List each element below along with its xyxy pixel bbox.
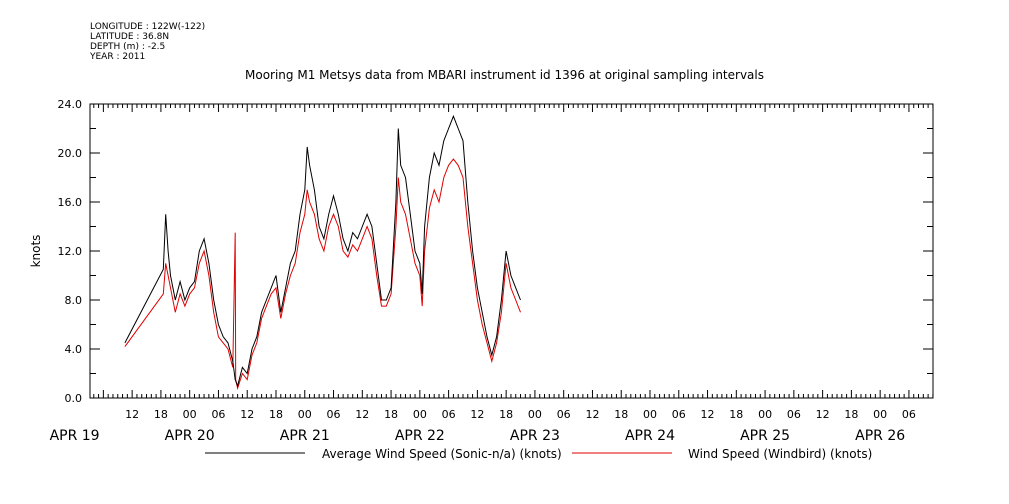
x-hour-label: 18 xyxy=(844,408,858,421)
x-hour-label: 18 xyxy=(499,408,513,421)
y-axis: 0.0 4.0 8.0 12.0 16.0 20.0 24.0 xyxy=(58,98,933,405)
x-hour-label: 00 xyxy=(758,408,772,421)
x-hour-label: 12 xyxy=(240,408,254,421)
x-hour-label: 12 xyxy=(816,408,830,421)
x-date-label: APR 21 xyxy=(280,428,330,444)
x-date-label: APR 22 xyxy=(395,428,445,444)
meta-longitude: LONGITUDE : 122W(-122) xyxy=(90,22,206,32)
x-hour-label: 18 xyxy=(154,408,168,421)
x-date-label: APR 20 xyxy=(165,428,215,444)
y-tick-label: 16.0 xyxy=(58,196,83,209)
meta-year: YEAR : 2011 xyxy=(90,52,146,62)
x-hour-label: 00 xyxy=(873,408,887,421)
x-axis: 12 18 00 06 12 18 00 06 12 18 00 06 12 18 00 06 12 18 00 06… xyxy=(50,104,934,444)
y-tick-label: 0.0 xyxy=(65,392,83,405)
legend: Average Wind Speed (Sonic-n/a) (knots) W… xyxy=(205,447,872,461)
x-hour-label: 06 xyxy=(327,408,341,421)
x-hour-label: 18 xyxy=(269,408,283,421)
x-hour-label: 12 xyxy=(585,408,599,421)
x-hour-label: 12 xyxy=(701,408,715,421)
x-hour-label: 00 xyxy=(183,408,197,421)
x-hour-label: 12 xyxy=(355,408,369,421)
x-hour-label: 00 xyxy=(298,408,312,421)
series-line-sonic xyxy=(124,114,521,388)
x-hour-label: 00 xyxy=(413,408,427,421)
series-group xyxy=(124,114,521,391)
chart-title: Mooring M1 Metsys data from MBARI instru… xyxy=(245,68,764,82)
x-hour-label: 12 xyxy=(470,408,484,421)
x-hour-label: 06 xyxy=(672,408,686,421)
y-tick-label: 20.0 xyxy=(58,147,83,160)
x-hour-label: 00 xyxy=(643,408,657,421)
x-hour-label: 18 xyxy=(614,408,628,421)
legend-label-windbird: Wind Speed (Windbird) (knots) xyxy=(688,447,872,461)
x-hour-label: 18 xyxy=(729,408,743,421)
y-tick-label: 4.0 xyxy=(65,343,83,356)
x-hour-label: 12 xyxy=(125,408,139,421)
y-tick-label: 24.0 xyxy=(58,98,83,111)
series-line-windbird xyxy=(124,158,521,391)
x-hour-label: 06 xyxy=(787,408,801,421)
x-hour-label: 18 xyxy=(384,408,398,421)
x-date-label: APR 25 xyxy=(740,428,790,444)
x-hour-label: 06 xyxy=(442,408,456,421)
plot-frame xyxy=(89,103,934,399)
x-hour-label: 00 xyxy=(528,408,542,421)
y-tick-label: 8.0 xyxy=(65,294,83,307)
x-hour-label: 06 xyxy=(902,408,916,421)
meta-depth: DEPTH (m) : -2.5 xyxy=(90,42,166,52)
y-tick-label: 12.0 xyxy=(58,245,83,258)
y-axis-label: knots xyxy=(29,235,43,268)
x-date-label: APR 23 xyxy=(510,428,560,444)
x-date-label: APR 19 xyxy=(50,428,100,444)
x-date-label: APR 26 xyxy=(855,428,905,444)
meta-latitude: LATITUDE : 36.8N xyxy=(90,32,170,42)
x-hour-label: 06 xyxy=(211,408,225,421)
x-date-label: APR 24 xyxy=(625,428,675,444)
x-hour-label: 06 xyxy=(557,408,571,421)
legend-label-sonic: Average Wind Speed (Sonic-n/a) (knots) xyxy=(322,447,562,461)
